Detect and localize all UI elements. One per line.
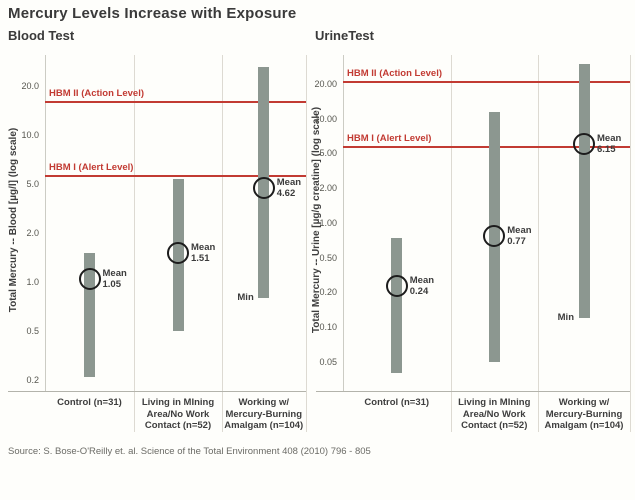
y-tick-label: 0.20: [319, 287, 337, 298]
category-gridline: [134, 55, 135, 432]
mean-label: Mean: [597, 132, 622, 144]
mean-circle: [483, 225, 506, 248]
category-label: Mercury-Burning: [225, 408, 303, 420]
category-label: Amalgam (n=104): [224, 420, 304, 431]
min-label: Min: [237, 291, 254, 303]
mean-circle: [252, 177, 275, 200]
mean-value-label: 1.51: [191, 252, 210, 264]
mean-value-label: 1.05: [102, 278, 122, 290]
y-tick-label: 1.00: [319, 217, 337, 228]
reference-line-label: HBM I (Alert Level): [49, 161, 134, 173]
range-bar: [578, 64, 590, 319]
category-gridline: [222, 55, 223, 432]
mean-label: Mean: [276, 177, 302, 189]
mean-circle: [385, 274, 408, 297]
panel-title-urine: UrineTest: [315, 28, 374, 43]
y-tick-label: 0.2: [26, 374, 39, 385]
category-label: Working w/: [558, 397, 610, 408]
category-label: Contact (n=52): [461, 420, 528, 431]
mean-value-label: 0.77: [507, 236, 526, 248]
category-gridline: [630, 55, 631, 432]
y-tick-label: 0.5: [26, 325, 39, 336]
y-tick-label: 5.00: [319, 148, 337, 159]
mean-label: Mean: [409, 274, 435, 286]
reference-line: [45, 101, 306, 104]
mean-value-label: 6.15: [597, 143, 616, 155]
y-tick-label: 10.00: [314, 113, 337, 124]
y-tick-label: 20.00: [314, 79, 337, 89]
y-tick-label: 1.0: [26, 276, 39, 287]
category-label: Contact (n=52): [144, 420, 212, 431]
mean-circle: [78, 267, 101, 290]
category-label: Area/No Work: [462, 408, 526, 420]
mean-circle: [573, 132, 595, 155]
reference-line: [343, 81, 630, 84]
y-tick-label: 0.50: [319, 252, 337, 263]
mean-circle: [167, 241, 189, 264]
reference-line-label: HBM II (Action Level): [49, 88, 145, 100]
y-tick-label: 10.0: [21, 129, 39, 140]
category-label: Working w/: [238, 397, 290, 408]
reference-line: [45, 174, 306, 177]
y-tick-label: 20.0: [21, 80, 39, 91]
category-label: Mercury-Burning: [545, 408, 623, 420]
mean-label: Mean: [507, 225, 532, 237]
mean-value-label: 0.24: [409, 285, 429, 297]
reference-line: [343, 146, 630, 149]
mean-label: Mean: [191, 241, 216, 253]
source-note: Source: S. Bose-O'Reilly et. al. Science…: [8, 446, 371, 457]
min-label: Min: [557, 312, 574, 324]
category-label: Control (n=31): [57, 397, 122, 408]
y-axis-line: [343, 55, 344, 391]
category-gridline: [450, 55, 452, 432]
category-label: Area/No Work: [146, 408, 210, 420]
x-axis-line: [8, 391, 306, 392]
panel-title-blood: Blood Test: [8, 28, 75, 43]
x-axis-line: [316, 391, 630, 392]
category-gridline: [538, 55, 539, 432]
mean-value-label: 4.62: [276, 188, 296, 200]
y-tick-label: 0.10: [319, 321, 337, 332]
range-bar: [391, 237, 403, 374]
reference-line-label: HBM II (Action Level): [347, 68, 443, 80]
y-tick-label: 0.05: [319, 356, 337, 367]
y-tick-label: 5.0: [26, 178, 39, 189]
page-title: Mercury Levels Increase with Exposure: [8, 5, 297, 22]
category-label: Amalgam (n=104): [544, 420, 624, 431]
mean-label: Mean: [102, 267, 127, 279]
category-gridline: [305, 55, 307, 432]
y-axis-line: [45, 55, 46, 391]
range-bar: [84, 253, 95, 378]
category-label: Living in MIning: [458, 397, 531, 408]
reference-line-label: HBM I (Alert Level): [347, 133, 432, 145]
category-label: Living in MIning: [141, 397, 215, 408]
y-tick-label: 2.0: [26, 227, 39, 238]
y-tick-label: 2.00: [319, 183, 337, 194]
category-label: Control (n=31): [364, 397, 430, 408]
